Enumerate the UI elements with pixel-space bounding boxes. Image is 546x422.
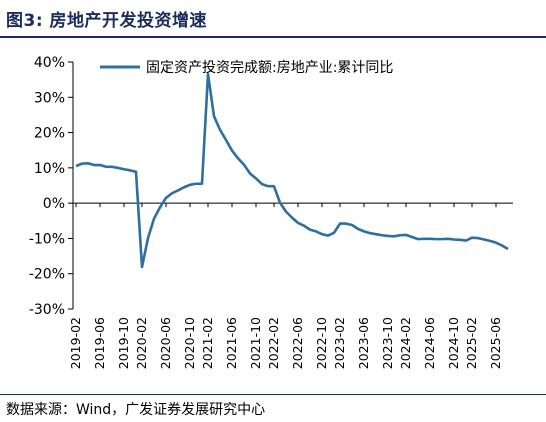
footer-rule xyxy=(0,394,546,395)
x-tick-label: 2021-10 xyxy=(248,317,263,369)
x-tick-label: 2020-06 xyxy=(158,317,173,369)
series-line-real-estate-investment xyxy=(75,72,509,269)
x-tick-label: 2023-02 xyxy=(332,317,347,369)
x-tick-label: 2020-02 xyxy=(134,317,149,369)
x-tick-label: 2019-02 xyxy=(68,317,83,369)
x-tick-label: 2022-06 xyxy=(290,317,305,369)
x-tick-label: 2024-02 xyxy=(398,317,413,369)
y-tick-label: -10% xyxy=(29,231,65,247)
legend-label: 固定资产投资完成额:房地产业:累计同比 xyxy=(146,60,393,76)
x-tick-label: 2024-06 xyxy=(422,317,437,369)
x-tick-label: 2021-02 xyxy=(200,317,215,369)
x-tick-label: 2024-10 xyxy=(446,317,461,369)
x-tick-label: 2025-06 xyxy=(488,317,503,369)
y-tick-label: 40% xyxy=(34,55,65,71)
y-tick-label: 0% xyxy=(43,196,65,212)
y-tick-label: 20% xyxy=(34,126,65,142)
x-tick-label: 2022-02 xyxy=(266,317,281,369)
x-tick-label: 2019-10 xyxy=(116,317,131,369)
line-chart: -30% -20% -10% 0% 10% 20% 30% 40% 2019-02 2019-0… xyxy=(29,55,513,369)
x-tick-label: 2020-10 xyxy=(182,317,197,369)
y-tick-label: -20% xyxy=(29,267,65,283)
y-tick-label: 10% xyxy=(34,161,65,177)
x-tick-label: 2022-10 xyxy=(314,317,329,369)
figure-title: 图3: 房地产开发投资增速 xyxy=(6,11,208,31)
title-underline xyxy=(0,36,546,38)
source-note: 数据来源：Wind，广发证券发展研究中心 xyxy=(6,402,266,418)
x-tick-label: 2023-10 xyxy=(380,317,395,369)
x-tick-label: 2025-02 xyxy=(464,317,479,369)
x-tick-label: 2021-06 xyxy=(224,317,239,369)
x-tick-label: 2023-06 xyxy=(356,317,371,369)
y-tick-label: -30% xyxy=(29,302,65,318)
x-tick-label: 2019-06 xyxy=(92,317,107,369)
y-tick-label: 30% xyxy=(34,90,65,106)
